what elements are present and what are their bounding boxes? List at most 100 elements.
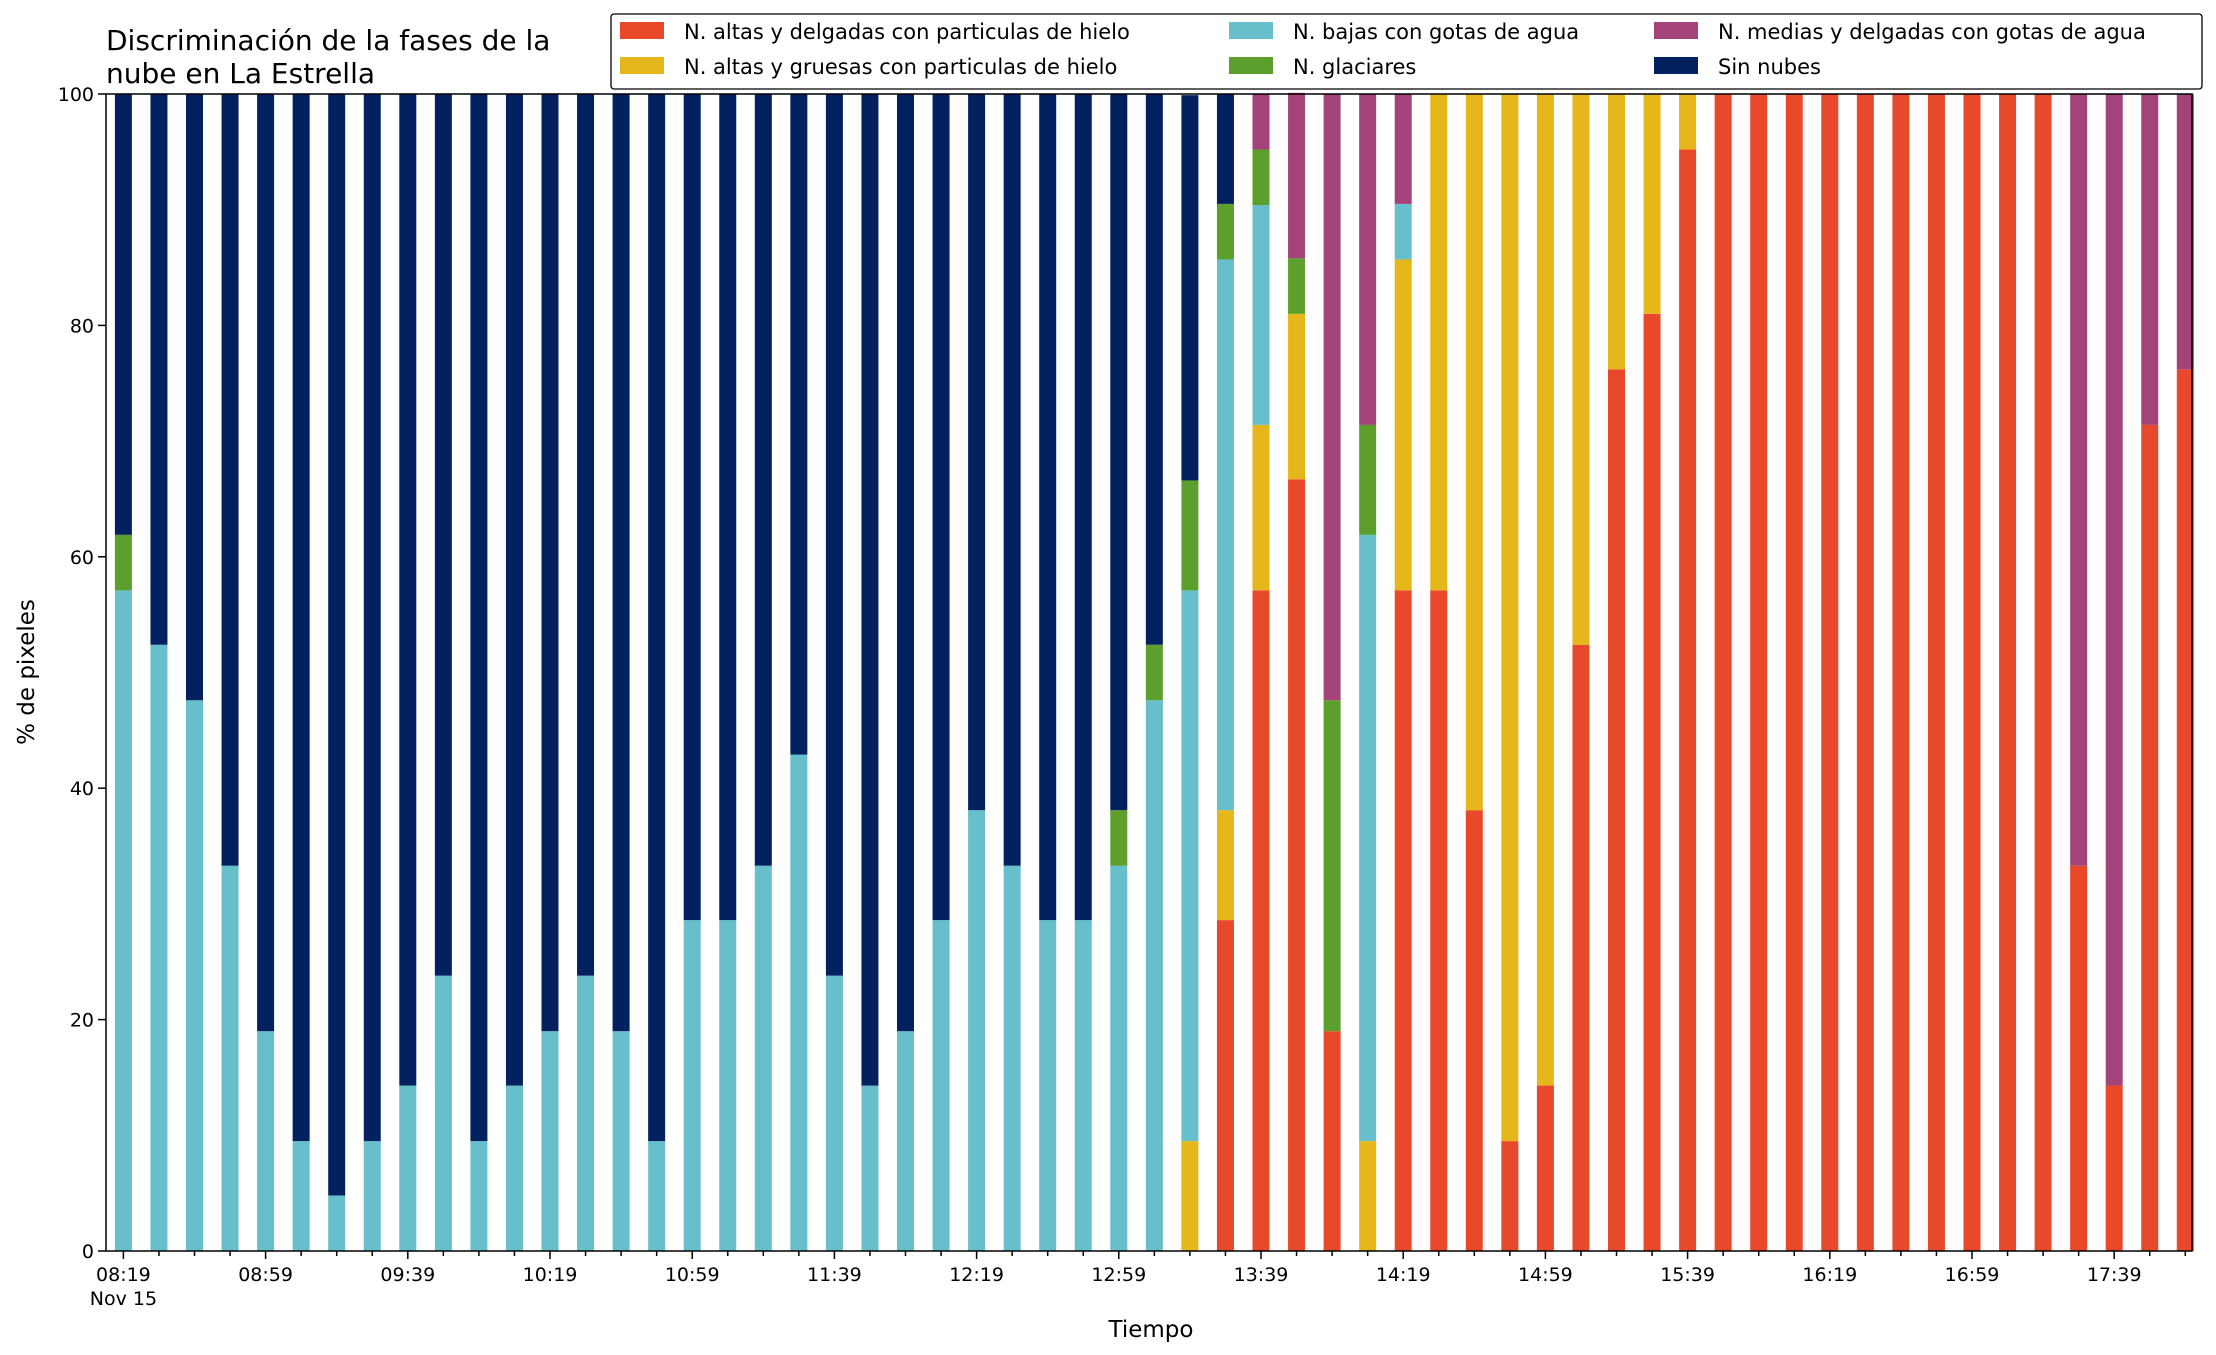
bar-segment-39-1	[1501, 94, 1519, 1142]
bar-segment-4-5	[257, 94, 275, 1032]
bar-segment-42-1	[1608, 94, 1625, 370]
legend-swatch-altas_delgadas	[620, 22, 664, 39]
x-tick-label-7: 12:59	[1091, 1264, 1146, 1286]
bar-segment-12-2	[541, 1031, 559, 1251]
bar-segment-3-5	[221, 94, 239, 866]
bar-segment-28-5	[1110, 94, 1128, 811]
bar-segment-29-3	[1145, 644, 1163, 701]
bar-segment-30-5	[1181, 95, 1199, 481]
legend-label-altas_gruesas: N. altas y gruesas con particulas de hie…	[684, 55, 1117, 79]
bar-segment-32-4	[1252, 94, 1270, 150]
x-tick-label-13: 16:59	[1945, 1264, 2000, 1286]
bar-segment-57-4	[2141, 94, 2159, 425]
bar-segment-34-3	[1323, 700, 1341, 1032]
bar-segment-33-0	[1288, 479, 1306, 1251]
bar-segment-47-0	[1785, 94, 1803, 1251]
bar-stacks	[114, 92, 2194, 1252]
bar-segment-20-5	[825, 94, 843, 976]
x-axis-label: Tiempo	[1108, 1317, 1194, 1343]
bar-segment-30-3	[1181, 480, 1199, 591]
bar-segment-16-5	[683, 94, 701, 921]
chart-title-line-1: Discriminación de la fases de la	[106, 24, 550, 57]
bar-segment-34-0	[1323, 1031, 1341, 1251]
bar-segment-14-2	[612, 1031, 630, 1251]
bar-segment-9-5	[434, 94, 452, 976]
bar-segment-55-4	[2070, 94, 2088, 866]
x-tick-label-11: 15:39	[1660, 1264, 1715, 1286]
bar-segment-46-0	[1750, 94, 1768, 1251]
x-tick-label-6: 12:19	[949, 1264, 1004, 1286]
bar-segment-48-0	[1821, 94, 1839, 1251]
bar-segment-41-0	[1572, 644, 1590, 1251]
bar-segment-13-2	[577, 975, 595, 1251]
legend-label-altas_delgadas: N. altas y delgadas con particulas de hi…	[684, 20, 1130, 44]
legend-swatch-altas_gruesas	[620, 57, 664, 74]
y-tick-label-2: 40	[70, 778, 94, 800]
bar-segment-17-2	[719, 920, 737, 1251]
bar-segment-36-0	[1394, 590, 1412, 1251]
bar-segment-40-1	[1536, 94, 1554, 1086]
bar-segment-27-5	[1074, 94, 1092, 921]
x-date-label: Nov 15	[90, 1288, 157, 1310]
bar-segment-24-2	[968, 810, 986, 1251]
bar-segment-30-1	[1181, 1141, 1199, 1251]
bar-segment-18-2	[754, 865, 772, 1251]
bar-segment-35-4	[1359, 94, 1377, 425]
bar-segment-32-1	[1252, 424, 1270, 591]
legend-swatch-bajas	[1229, 22, 1273, 39]
x-tick-label-4: 10:59	[665, 1264, 720, 1286]
bar-segment-21-2	[861, 1085, 879, 1251]
bar-segment-33-4	[1288, 92, 1306, 259]
bar-segment-58-4	[2176, 94, 2194, 370]
bar-segment-35-1	[1359, 1141, 1377, 1251]
x-tick-label-14: 17:39	[2087, 1264, 2142, 1286]
y-tick-label-1: 20	[70, 1010, 94, 1032]
bar-segment-10-5	[470, 94, 488, 1142]
bar-segment-28-2	[1110, 865, 1128, 1251]
bar-segment-13-5	[577, 94, 595, 976]
bar-segment-29-2	[1145, 700, 1163, 1251]
x-tick-label-3: 10:19	[523, 1264, 578, 1286]
bar-segment-1-2	[150, 644, 168, 1251]
bar-segment-25-5	[1003, 94, 1021, 866]
bar-segment-31-1	[1216, 810, 1234, 921]
bar-segment-15-2	[648, 1141, 666, 1251]
bar-segment-34-4	[1323, 94, 1341, 701]
y-tick-label-0: 0	[82, 1241, 94, 1263]
bar-segment-5-2	[292, 1141, 310, 1251]
bar-segment-0-5	[114, 94, 132, 535]
bar-segment-18-5	[754, 94, 772, 866]
bar-segment-9-2	[434, 975, 452, 1251]
bar-segment-56-0	[2105, 1085, 2123, 1251]
bar-segment-39-0	[1501, 1141, 1519, 1251]
bar-segment-6-5	[328, 94, 346, 1196]
bar-segment-36-2	[1394, 203, 1412, 260]
legend-swatch-medias	[1654, 22, 1698, 39]
chart-title-line-2: nube en La Estrella	[106, 57, 375, 90]
bar-segment-15-5	[648, 94, 666, 1142]
bar-segment-55-0	[2070, 865, 2088, 1251]
bar-segment-41-1	[1572, 94, 1590, 645]
bar-segment-38-0	[1465, 810, 1483, 1251]
bar-segment-11-5	[505, 94, 523, 1086]
bar-segment-56-4	[2105, 94, 2123, 1086]
legend-label-bajas: N. bajas con gotas de agua	[1293, 20, 1579, 44]
bar-segment-7-5	[363, 94, 381, 1142]
bar-segment-19-2	[790, 754, 808, 1251]
bar-segment-25-2	[1003, 865, 1021, 1251]
bar-segment-4-2	[257, 1031, 275, 1251]
x-tick-label-9: 14:19	[1376, 1264, 1431, 1286]
bar-segment-20-2	[825, 975, 843, 1251]
bar-segment-58-0	[2176, 369, 2194, 1251]
bar-segment-7-2	[363, 1141, 381, 1251]
bar-segment-23-5	[932, 94, 950, 921]
bar-segment-54-0	[2034, 94, 2052, 1251]
bar-segment-14-5	[612, 94, 630, 1032]
bar-segment-50-0	[1892, 94, 1910, 1251]
bar-segment-35-2	[1359, 534, 1377, 1142]
bar-segment-1-5	[150, 94, 168, 645]
bar-segment-26-2	[1039, 920, 1057, 1251]
bar-segment-30-2	[1181, 590, 1199, 1142]
bar-segment-57-0	[2141, 424, 2159, 1251]
